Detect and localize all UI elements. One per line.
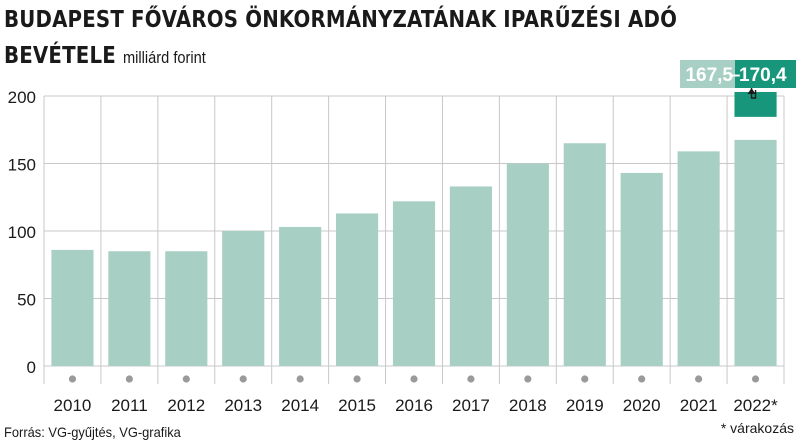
category-dot	[467, 375, 475, 383]
x-tick-label: 2013	[224, 396, 262, 415]
x-tick-label: 2010	[54, 396, 92, 415]
bar	[222, 231, 265, 366]
x-tick-label: 2012	[167, 396, 205, 415]
category-dot	[296, 375, 304, 383]
category-dot	[353, 375, 361, 383]
bar	[336, 213, 379, 366]
callout-arrowhead	[747, 88, 756, 94]
category-dot	[638, 375, 646, 383]
estimate-label-high: 170,4	[739, 65, 787, 86]
category-dot	[410, 375, 418, 383]
x-tick-label: 2017	[452, 396, 490, 415]
title-line-2: BEVÉTELE	[4, 43, 116, 69]
x-tick-label: 2018	[509, 396, 547, 415]
x-tick-label: 2015	[338, 396, 376, 415]
estimate-label-low: 167,5	[685, 65, 733, 86]
bar	[279, 226, 322, 366]
category-dot	[125, 375, 133, 383]
x-tick-label: 2016	[395, 396, 433, 415]
bar	[734, 139, 777, 366]
category-dot	[239, 375, 247, 383]
category-dot	[751, 375, 760, 383]
category-dot	[68, 375, 77, 383]
estimate-label-separator: –	[730, 65, 741, 86]
category-dot	[581, 375, 589, 383]
bar	[449, 186, 492, 366]
category-dot	[524, 375, 532, 383]
bar	[677, 151, 720, 366]
unit-label: milliárd forint	[122, 48, 206, 67]
bar	[165, 251, 208, 366]
bar	[108, 251, 151, 366]
chart-title: BUDAPEST FŐVÁROS ÖNKORMÁNYZATÁNAK IPARŰZ…	[4, 2, 677, 76]
title-line-1: BUDAPEST FŐVÁROS ÖNKORMÁNYZATÁNAK IPARŰZ…	[4, 7, 678, 33]
source-note: Forrás: VG-gyűjtés, VG-grafika	[4, 424, 181, 440]
bar	[392, 201, 436, 366]
y-tick-label: 50	[17, 291, 36, 310]
x-tick-label: 2011	[111, 396, 148, 415]
bar	[620, 172, 663, 366]
x-tick-label: 2021	[680, 396, 718, 415]
x-tick-label: 2022*	[733, 396, 778, 415]
estimate-label-low-box	[680, 60, 735, 88]
x-tick-label: 2019	[566, 396, 604, 415]
footnote: * várakozás	[720, 420, 794, 436]
category-dot	[695, 375, 703, 383]
bar	[506, 163, 549, 366]
bar	[51, 249, 94, 366]
bar	[563, 143, 606, 366]
x-tick-label: 2020	[623, 396, 661, 415]
category-dot	[182, 375, 190, 383]
estimate-label-high-box	[735, 60, 796, 88]
y-tick-label: 150	[8, 156, 36, 175]
y-tick-label: 100	[8, 223, 36, 242]
x-tick-label: 2014	[281, 396, 319, 415]
y-tick-label: 0	[27, 358, 36, 377]
y-tick-label: 200	[8, 88, 36, 107]
